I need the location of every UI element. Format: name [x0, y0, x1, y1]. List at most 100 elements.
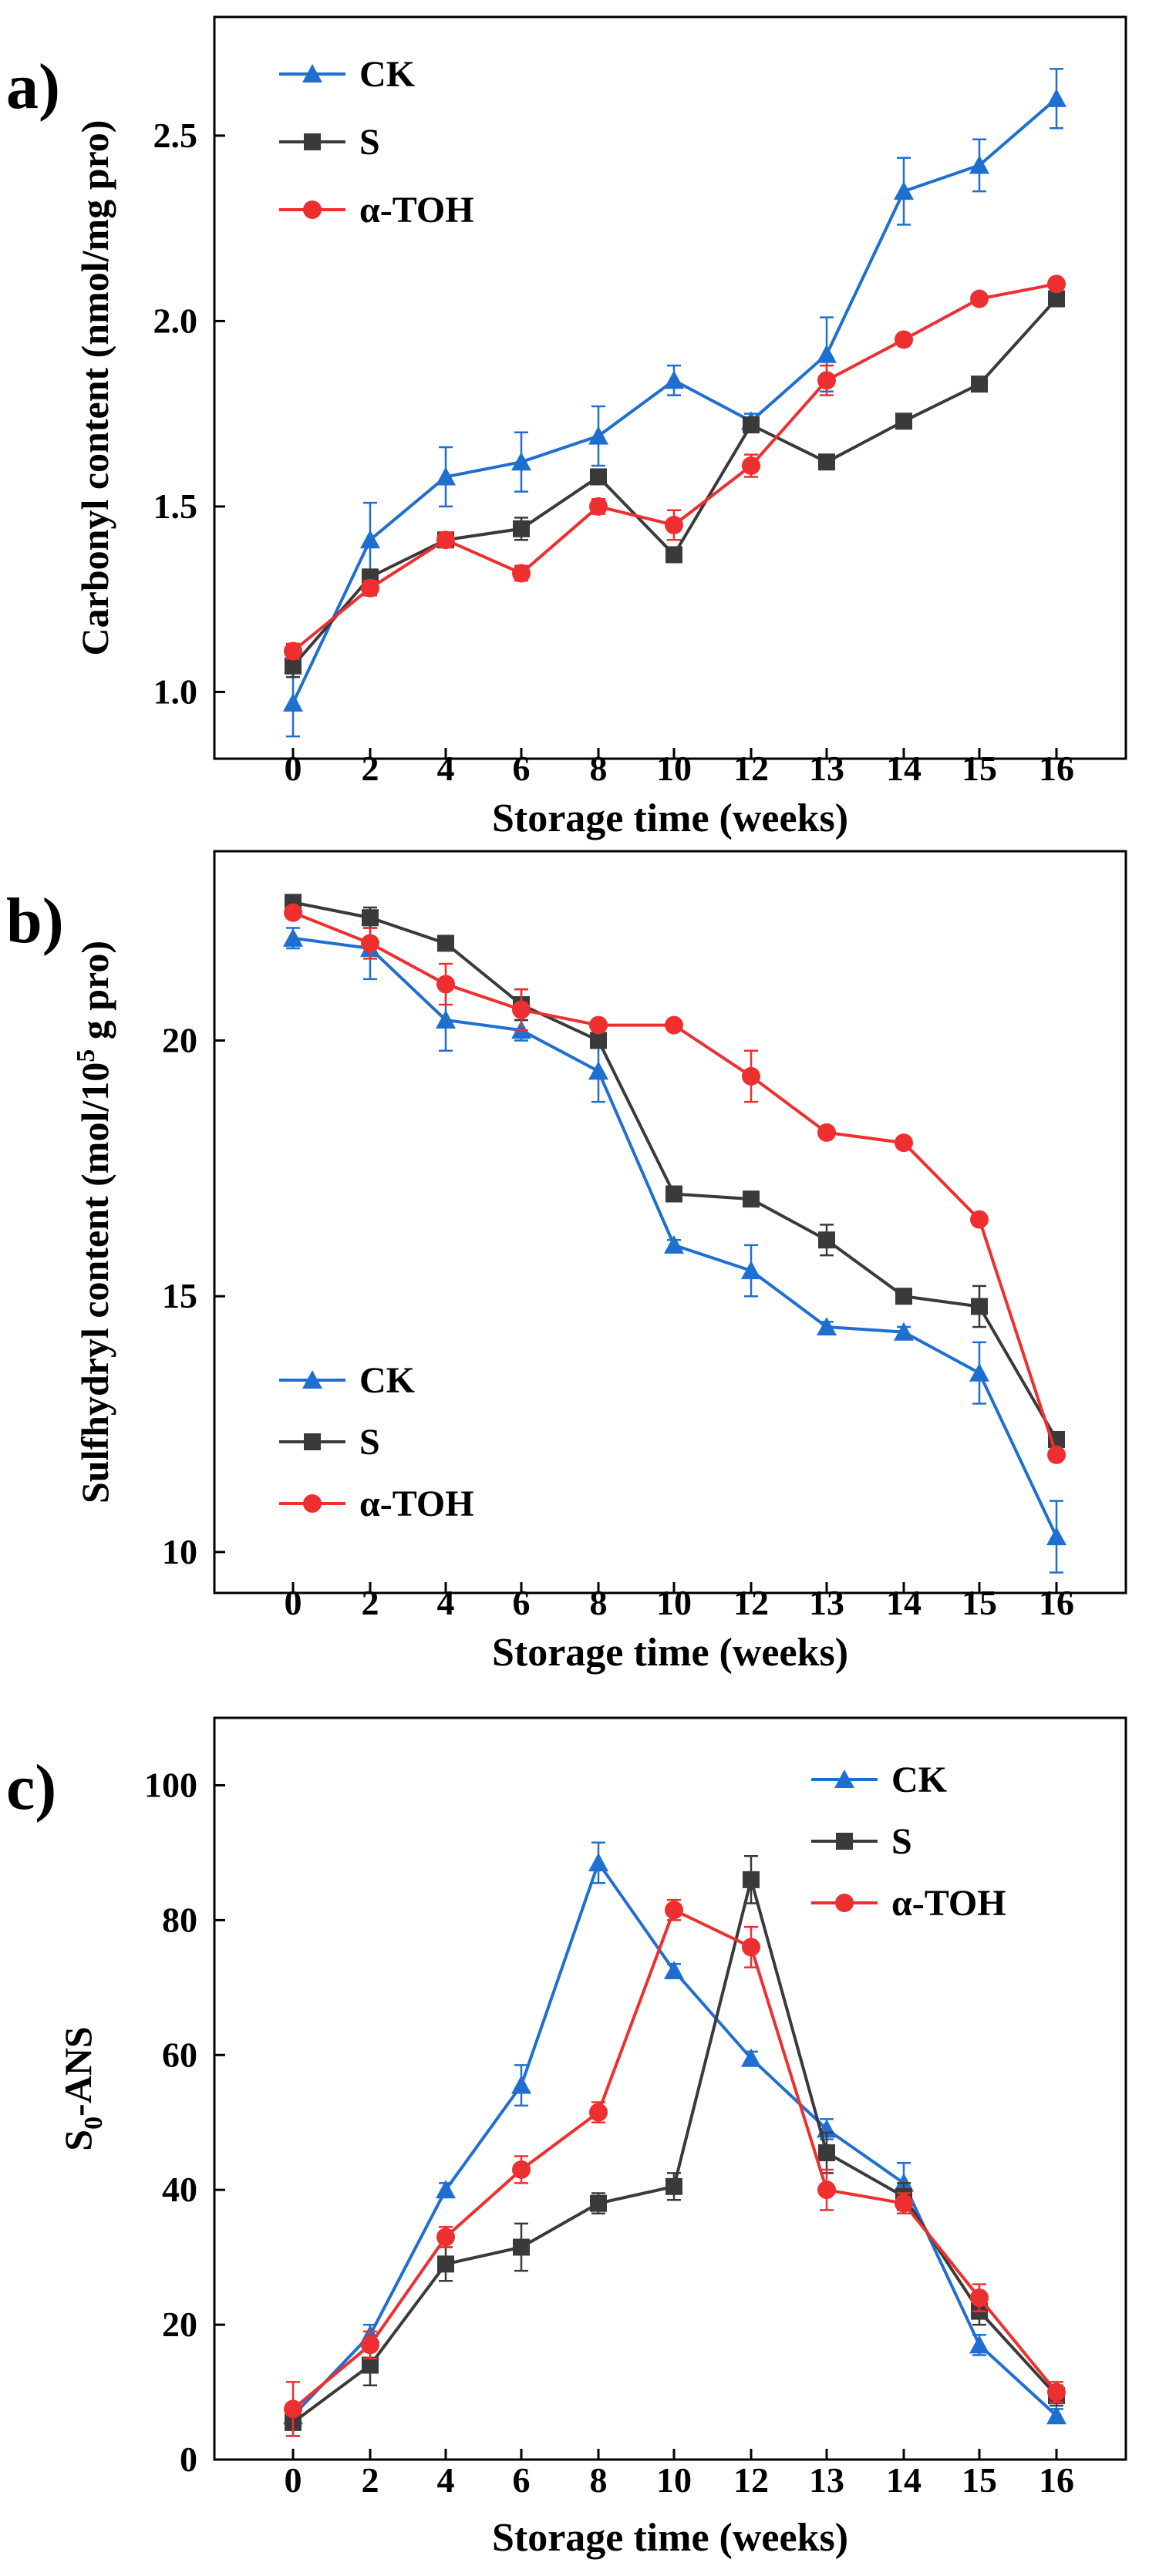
data-point	[285, 657, 302, 675]
data-point	[1048, 290, 1065, 308]
series-square	[285, 290, 1065, 679]
data-point	[969, 1362, 989, 1382]
x-tick-label: 15	[962, 1583, 997, 1622]
x-tick-label: 6	[513, 749, 531, 788]
data-point	[437, 2255, 454, 2273]
data-point	[741, 1261, 761, 1280]
data-point	[588, 426, 608, 445]
legend: CK Sα-TOH	[811, 1759, 1006, 1924]
legend-label: CK	[359, 1360, 415, 1401]
x-tick-label: 13	[809, 749, 844, 788]
legend-marker	[303, 1494, 322, 1513]
data-point	[283, 692, 303, 712]
y-tick-label: 80	[162, 1900, 197, 1939]
data-point	[284, 903, 302, 922]
series-line	[291, 1859, 1058, 2417]
x-tick-label: 10	[656, 1583, 692, 1622]
series-triangle	[283, 916, 1066, 1574]
y-axis-title: Carbonyl content (nmol/mg pro)	[73, 120, 116, 656]
x-tick-label: 14	[886, 2460, 922, 2500]
data-point	[588, 1853, 608, 1872]
data-point	[436, 2180, 456, 2199]
data-point	[665, 1901, 683, 1920]
data-point	[818, 1231, 835, 1249]
x-tick-label: 13	[809, 1583, 844, 1622]
data-point	[969, 2335, 989, 2354]
legend-marker	[304, 133, 321, 150]
data-point	[971, 1298, 988, 1315]
legend-marker	[303, 200, 322, 219]
data-point	[588, 1061, 608, 1080]
data-point	[970, 1210, 989, 1229]
data-point	[665, 2177, 682, 2195]
legend-label: CK	[359, 54, 415, 95]
data-point	[590, 1032, 607, 1049]
data-point	[513, 520, 530, 537]
x-tick-label: 16	[1039, 749, 1074, 788]
data-point	[895, 2194, 913, 2213]
y-axis-title-superscript: 5	[72, 1049, 100, 1062]
x-tick-label: 0	[285, 749, 302, 788]
x-tick-label: 2	[362, 749, 379, 788]
y-tick-label: 15	[162, 1276, 197, 1315]
data-point	[361, 578, 379, 598]
data-point	[969, 155, 989, 174]
data-point	[589, 497, 608, 516]
series-line	[291, 1908, 1058, 2410]
legend-label: S	[359, 1422, 380, 1463]
data-point	[743, 1190, 760, 1208]
legend-marker	[836, 1833, 853, 1850]
x-tick-label: 14	[886, 749, 922, 788]
data-point	[590, 468, 607, 486]
data-point	[664, 1234, 684, 1254]
data-point	[436, 530, 455, 550]
data-point	[894, 1322, 914, 1341]
x-tick-label: 12	[733, 749, 769, 788]
y-tick-label: 20	[162, 1020, 197, 1059]
panel-label: a)	[6, 51, 60, 123]
data-point	[512, 564, 531, 583]
data-point	[513, 2238, 530, 2256]
legend-label: α-TOH	[359, 1483, 474, 1524]
data-point	[1046, 88, 1066, 107]
data-point	[818, 453, 835, 471]
x-tick-label: 12	[733, 1583, 769, 1622]
data-point	[895, 412, 912, 430]
series-triangle	[283, 68, 1066, 738]
y-axis-title: Sulfhydryl content (mol/105 g pro)	[72, 941, 116, 1504]
data-point	[970, 289, 989, 308]
x-tick-label: 8	[590, 749, 608, 788]
data-point	[817, 1123, 836, 1142]
y-tick-label: 10	[162, 1532, 197, 1571]
data-point	[436, 1009, 456, 1029]
x-tick-label: 12	[733, 2460, 769, 2500]
series-circle	[284, 903, 1066, 1464]
y-tick-label: 20	[162, 2305, 197, 2344]
legend-label: α-TOH	[359, 190, 474, 231]
data-point	[1047, 1445, 1066, 1464]
y-axis-title-part: S	[56, 2130, 99, 2151]
y-axis-title: S0-ANS	[56, 2026, 108, 2151]
panel-label: b)	[6, 885, 64, 957]
legend-label: CK	[891, 1759, 947, 1800]
data-point	[665, 1185, 682, 1203]
legend: CK Sα-TOH	[279, 54, 474, 231]
data-point	[362, 909, 379, 927]
data-point	[664, 1960, 684, 1980]
series-circle	[284, 274, 1066, 661]
data-point	[1046, 2406, 1066, 2425]
legend-marker	[834, 1770, 854, 1789]
y-tick-label: 2.5	[153, 116, 198, 155]
x-tick-label: 6	[513, 1583, 531, 1622]
y-tick-label: 2.0	[153, 301, 198, 340]
data-point	[741, 2048, 761, 2067]
legend-label: S	[359, 122, 380, 163]
y-axis-title-subscript: 0	[79, 2116, 108, 2130]
series-line	[291, 1874, 1058, 2424]
data-point	[970, 2288, 989, 2308]
x-axis-title: Storage time (weeks)	[492, 1631, 848, 1675]
data-point	[284, 641, 302, 661]
x-tick-label: 10	[656, 2460, 692, 2500]
legend-marker	[304, 1433, 321, 1450]
